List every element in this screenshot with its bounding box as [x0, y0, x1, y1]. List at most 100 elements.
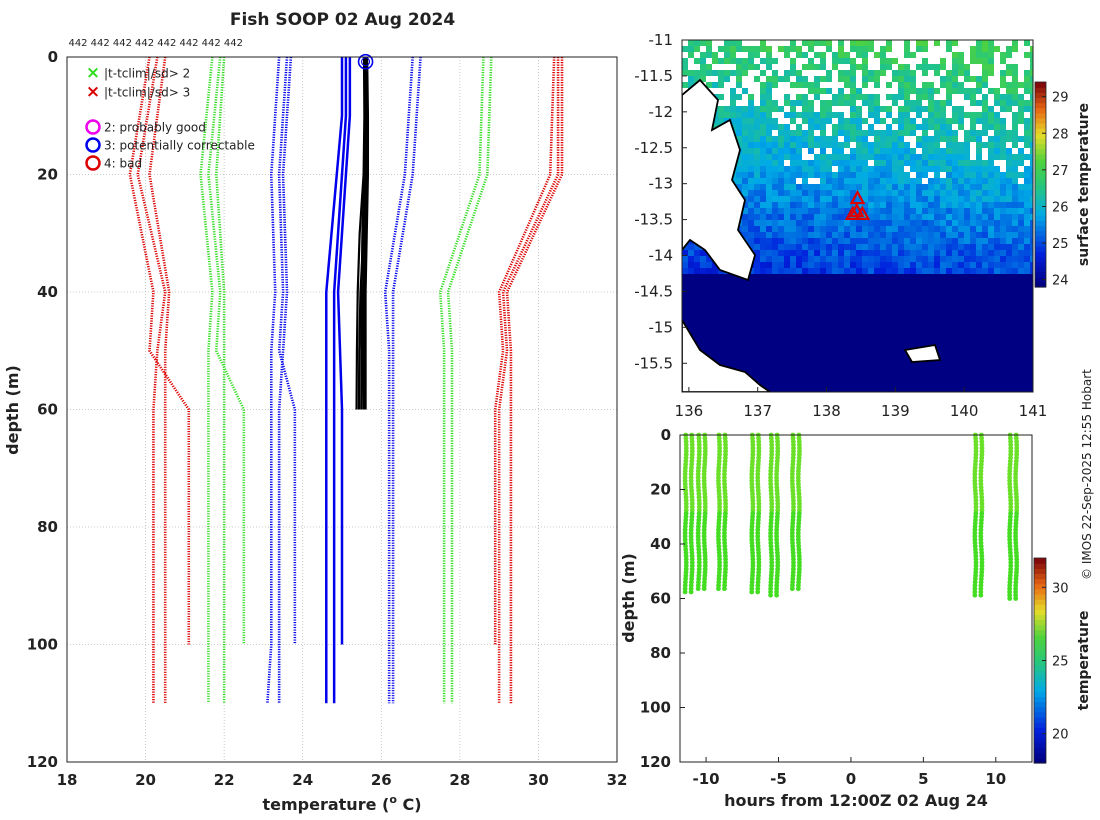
map-pixel	[994, 58, 1001, 65]
map-pixel	[1006, 160, 1013, 167]
map-pixel	[826, 136, 833, 143]
profile-top-label: 442	[91, 38, 110, 49]
map-pixel	[892, 244, 899, 251]
map-pixel	[778, 88, 785, 95]
td-data-point	[701, 586, 707, 592]
map-pixel	[850, 316, 857, 323]
map-pixel	[1018, 40, 1025, 47]
map-pixel	[820, 286, 827, 293]
map-pixel	[832, 364, 839, 371]
map-pixel	[760, 358, 767, 365]
map-pixel	[760, 190, 767, 197]
map-pixel	[862, 172, 869, 179]
map-pixel	[790, 148, 797, 155]
map-pixel	[1000, 334, 1007, 341]
map-pixel	[1030, 148, 1033, 155]
map-pixel	[856, 70, 863, 77]
map-pixel	[988, 160, 995, 167]
map-pixel	[922, 256, 929, 263]
td-profile-group	[695, 432, 708, 592]
map-pixel	[946, 136, 953, 143]
map-pixel	[922, 130, 929, 137]
map-pixel	[820, 142, 827, 149]
map-pixel	[808, 154, 815, 161]
map-pixel	[892, 112, 899, 119]
map-pixel	[1024, 256, 1031, 263]
map-pixel	[916, 118, 923, 125]
map-pixel	[790, 214, 797, 221]
map-pixel	[982, 94, 989, 101]
map-pixel	[1018, 346, 1025, 353]
map-pixel	[784, 106, 791, 113]
map-pixel	[994, 280, 1001, 287]
map-pixel	[736, 76, 743, 83]
map-pixel	[904, 340, 911, 347]
map-pixel	[1000, 64, 1007, 71]
map-pixel	[808, 256, 815, 263]
map-pixel	[892, 232, 899, 239]
map-pixel	[964, 202, 971, 209]
map-pixel	[946, 232, 953, 239]
map-colorbar-cell	[1035, 261, 1046, 268]
map-pixel	[1024, 268, 1031, 275]
map-pixel	[838, 190, 845, 197]
map-pixel	[694, 70, 701, 77]
map-pixel	[868, 280, 875, 287]
map-pixel	[922, 322, 929, 329]
map-pixel	[1000, 346, 1007, 353]
map-pixel	[988, 304, 995, 311]
map-pixel	[856, 112, 863, 119]
map-pixel	[1018, 334, 1025, 341]
map-pixel	[982, 328, 989, 335]
map-pixel	[886, 262, 893, 269]
map-pixel	[706, 46, 713, 53]
map-pixel	[862, 340, 869, 347]
map-pixel	[922, 196, 929, 203]
map-pixel	[808, 196, 815, 203]
map-pixel	[760, 136, 767, 143]
map-pixel	[958, 292, 965, 299]
map-pixel	[892, 376, 899, 383]
map-pixel	[994, 262, 1001, 269]
map-pixel	[1000, 136, 1007, 143]
map-pixel	[1012, 310, 1019, 317]
map-pixel	[1000, 232, 1007, 239]
map-pixel	[970, 142, 977, 149]
map-pixel	[880, 310, 887, 317]
map-pixel	[832, 160, 839, 167]
map-colorbar-cell	[1035, 210, 1046, 216]
map-pixel	[1006, 76, 1013, 83]
map-pixel	[748, 238, 755, 245]
map-pixel	[1006, 118, 1013, 125]
map-pixel	[808, 232, 815, 239]
map-pixel	[1000, 46, 1007, 53]
map-pixel	[922, 376, 929, 383]
map-pixel	[868, 250, 875, 257]
map-pixel	[958, 52, 965, 59]
map-pixel	[904, 154, 911, 161]
td-data-point	[749, 589, 755, 595]
map-pixel	[1024, 76, 1031, 83]
map-pixel	[970, 202, 977, 209]
map-pixel	[1030, 136, 1033, 143]
map-pixel	[958, 238, 965, 245]
map-pixel	[748, 70, 755, 77]
map-pixel	[1030, 238, 1033, 245]
map-pixel	[922, 250, 929, 257]
map-pixel	[934, 364, 941, 371]
map-pixel	[808, 334, 815, 341]
map-pixel	[982, 382, 989, 389]
map-pixel	[850, 328, 857, 335]
map-pixel	[850, 352, 857, 359]
map-pixel	[934, 88, 941, 95]
map-pixel	[832, 328, 839, 335]
map-pixel	[1012, 142, 1019, 149]
map-pixel	[796, 280, 803, 287]
map-pixel	[688, 64, 695, 71]
map-pixel	[802, 142, 809, 149]
map-pixel	[760, 70, 767, 77]
map-pixel	[982, 214, 989, 221]
map-pixel	[868, 232, 875, 239]
map-pixel	[868, 310, 875, 317]
map-pixel	[898, 130, 905, 137]
